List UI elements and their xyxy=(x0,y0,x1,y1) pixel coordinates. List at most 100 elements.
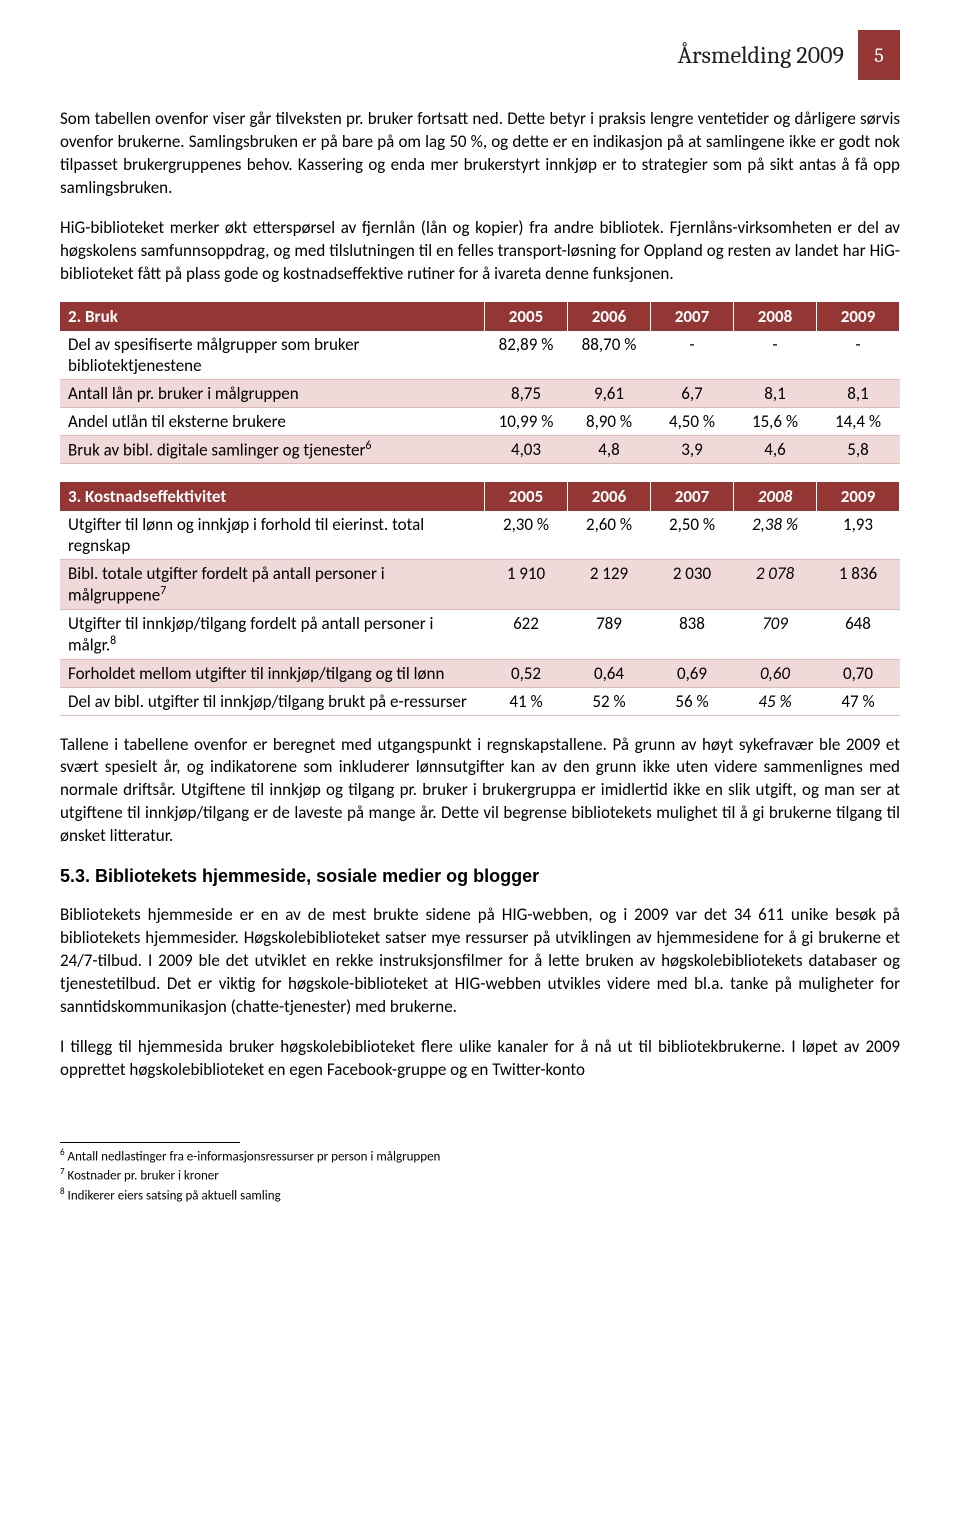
page-number-box: 5 xyxy=(858,30,900,80)
footnote-separator xyxy=(60,1142,240,1143)
col-2006: 2006 xyxy=(568,482,651,511)
table-3-kostnadseffektivitet: 3. Kostnadseffektivitet 2005 2006 2007 2… xyxy=(60,482,900,715)
table-row: Utgifter til lønn og innkjøp i forhold t… xyxy=(60,511,900,560)
table-header-row: 2. Bruk 2005 2006 2007 2008 2009 xyxy=(60,302,900,331)
table-row: Bruk av bibl. digitale samlinger og tjen… xyxy=(60,435,900,464)
cell: 648 xyxy=(817,609,900,659)
cell: 0,52 xyxy=(485,659,568,687)
cell: 0,60 xyxy=(734,659,817,687)
col-2009: 2009 xyxy=(817,482,900,511)
footnote-ref: 6 xyxy=(365,439,371,453)
cell: 3,9 xyxy=(651,435,734,464)
footnote-7: 7 Kostnader pr. bruker i kroner xyxy=(60,1166,900,1186)
table-row: Antall lån pr. bruker i målgruppen 8,75 … xyxy=(60,379,900,407)
paragraph-3: Tallene i tabellene ovenfor er beregnet … xyxy=(60,734,900,849)
cell: 4,8 xyxy=(568,435,651,464)
cell: 709 xyxy=(734,609,817,659)
table-row: Bibl. totale utgifter fordelt på antall … xyxy=(60,560,900,610)
row-label: Utgifter til lønn og innkjøp i forhold t… xyxy=(60,511,485,560)
cell: 0,64 xyxy=(568,659,651,687)
col-2005: 2005 xyxy=(485,302,568,331)
cell: 8,75 xyxy=(485,379,568,407)
row-label: Utgifter til innkjøp/tilgang fordelt på … xyxy=(60,609,485,659)
cell: 2,30 % xyxy=(485,511,568,560)
footnote-8: 8 Indikerer eiers satsing på aktuell sam… xyxy=(60,1186,900,1206)
cell: 8,90 % xyxy=(568,407,651,435)
cell: 6,7 xyxy=(651,379,734,407)
col-2008: 2008 xyxy=(734,482,817,511)
cell: 1 910 xyxy=(485,560,568,610)
cell: 45 % xyxy=(734,687,817,715)
paragraph-2: HiG-biblioteket merker økt etterspørsel … xyxy=(60,217,900,286)
cell: 622 xyxy=(485,609,568,659)
paragraph-4: Bibliotekets hjemmeside er en av de mest… xyxy=(60,904,900,1019)
footnote-text: Kostnader pr. bruker i kroner xyxy=(65,1169,219,1184)
table-row: Utgifter til innkjøp/tilgang fordelt på … xyxy=(60,609,900,659)
footnote-ref: 8 xyxy=(110,634,116,648)
cell: 2,50 % xyxy=(651,511,734,560)
cell: 0,69 xyxy=(651,659,734,687)
col-2006: 2006 xyxy=(568,302,651,331)
cell: 838 xyxy=(651,609,734,659)
cell: 15,6 % xyxy=(734,407,817,435)
table3-title: 3. Kostnadseffektivitet xyxy=(60,482,485,511)
cell: 0,70 xyxy=(817,659,900,687)
cell: 52 % xyxy=(568,687,651,715)
col-2005: 2005 xyxy=(485,482,568,511)
label-text: Bruk av bibl. digitale samlinger og tjen… xyxy=(68,439,365,460)
footnote-text: Indikerer eiers satsing på aktuell samli… xyxy=(65,1188,281,1203)
table2-title: 2. Bruk xyxy=(60,302,485,331)
table-header-row: 3. Kostnadseffektivitet 2005 2006 2007 2… xyxy=(60,482,900,511)
col-2008: 2008 xyxy=(734,302,817,331)
table-row: Forholdet mellom utgifter til innkjøp/ti… xyxy=(60,659,900,687)
paragraph-5: I tillegg til hjemmesida bruker høgskole… xyxy=(60,1036,900,1082)
cell: 2,60 % xyxy=(568,511,651,560)
cell: - xyxy=(734,331,817,380)
cell: 1 836 xyxy=(817,560,900,610)
cell: 2 129 xyxy=(568,560,651,610)
cell: 789 xyxy=(568,609,651,659)
cell: 5,8 xyxy=(817,435,900,464)
cell: - xyxy=(651,331,734,380)
table-row: Andel utlån til eksterne brukere 10,99 %… xyxy=(60,407,900,435)
document-page: Årsmelding 2009 5 Som tabellen ovenfor v… xyxy=(0,0,960,1245)
row-label: Forholdet mellom utgifter til innkjøp/ti… xyxy=(60,659,485,687)
cell: 2,38 % xyxy=(734,511,817,560)
row-label: Andel utlån til eksterne brukere xyxy=(60,407,485,435)
cell: 4,50 % xyxy=(651,407,734,435)
paragraph-1: Som tabellen ovenfor viser går tilvekste… xyxy=(60,108,900,200)
table-2-bruk: 2. Bruk 2005 2006 2007 2008 2009 Del av … xyxy=(60,302,900,465)
cell: 14,4 % xyxy=(817,407,900,435)
col-2007: 2007 xyxy=(651,302,734,331)
header-title: Årsmelding 2009 xyxy=(678,30,858,80)
footnote-6: 6 Antall nedlastinger fra e-informasjons… xyxy=(60,1147,900,1167)
heading-5-3: 5.3. Bibliotekets hjemmeside, sosiale me… xyxy=(60,866,900,887)
cell: 8,1 xyxy=(734,379,817,407)
table-row: Del av bibl. utgifter til innkjøp/tilgan… xyxy=(60,687,900,715)
cell: 9,61 xyxy=(568,379,651,407)
table-row: Del av spesifiserte målgrupper som bruke… xyxy=(60,331,900,380)
footnote-ref: 7 xyxy=(160,584,166,598)
label-text: Utgifter til innkjøp/tilgang fordelt på … xyxy=(68,613,433,656)
row-label: Bruk av bibl. digitale samlinger og tjen… xyxy=(60,435,485,464)
footnote-text: Antall nedlastinger fra e-informasjonsre… xyxy=(65,1149,441,1164)
col-2007: 2007 xyxy=(651,482,734,511)
row-label: Antall lån pr. bruker i målgruppen xyxy=(60,379,485,407)
cell: - xyxy=(817,331,900,380)
cell: 4,03 xyxy=(485,435,568,464)
cell: 4,6 xyxy=(734,435,817,464)
cell: 1,93 xyxy=(817,511,900,560)
cell: 2 078 xyxy=(734,560,817,610)
cell: 8,1 xyxy=(817,379,900,407)
cell: 82,89 % xyxy=(485,331,568,380)
row-label: Del av bibl. utgifter til innkjøp/tilgan… xyxy=(60,687,485,715)
cell: 47 % xyxy=(817,687,900,715)
row-label: Bibl. totale utgifter fordelt på antall … xyxy=(60,560,485,610)
label-text: Bibl. totale utgifter fordelt på antall … xyxy=(68,563,385,606)
cell: 10,99 % xyxy=(485,407,568,435)
row-label: Del av spesifiserte målgrupper som bruke… xyxy=(60,331,485,380)
cell: 2 030 xyxy=(651,560,734,610)
col-2009: 2009 xyxy=(817,302,900,331)
cell: 56 % xyxy=(651,687,734,715)
cell: 41 % xyxy=(485,687,568,715)
